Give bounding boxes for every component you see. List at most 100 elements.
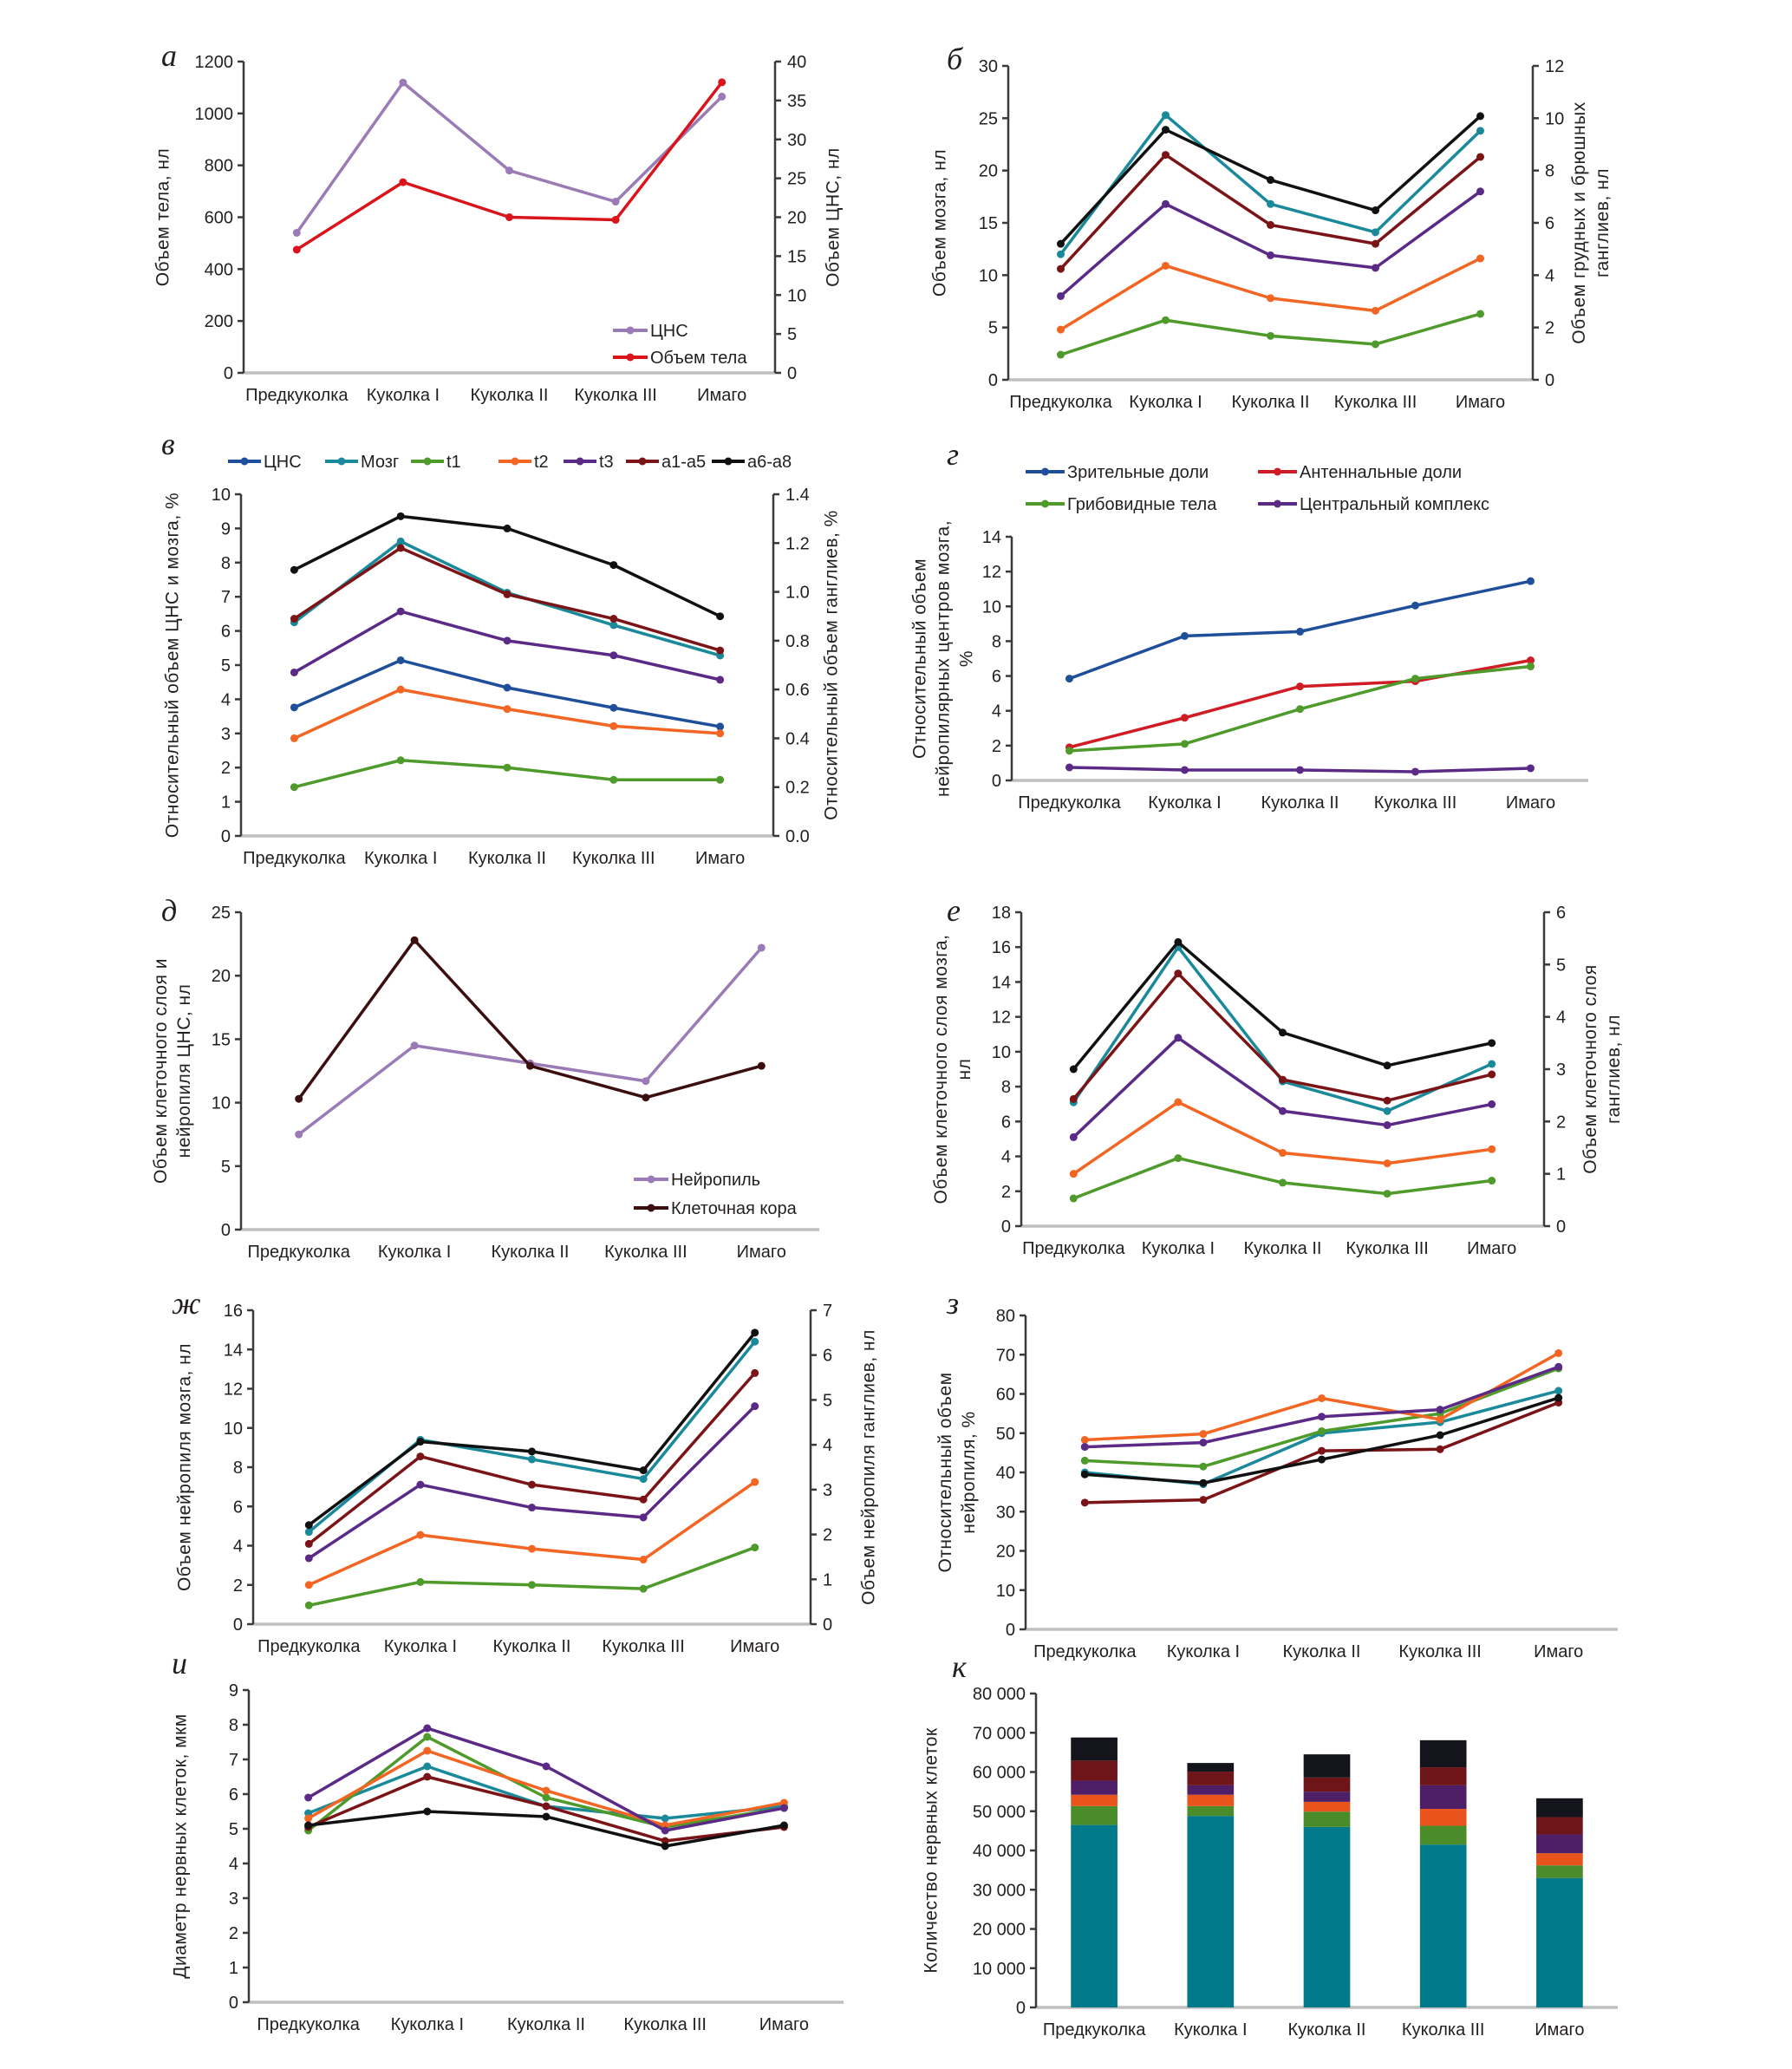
data-point (528, 1504, 536, 1512)
data-point (304, 1814, 313, 1823)
y2-tick-label: 0 (1545, 371, 1554, 390)
y2-tick-label: 1.0 (785, 584, 810, 603)
y-tick-label: 0 (221, 827, 231, 846)
data-point (528, 1581, 536, 1589)
bar-segment (1536, 1817, 1583, 1835)
bar-segment (1303, 1826, 1351, 2007)
data-point (1372, 228, 1379, 237)
legend-label: a6-a8 (747, 453, 792, 472)
y-axis-title: Количество нервных клеток (922, 1727, 942, 1973)
x-tick-label: Куколка II (1232, 393, 1310, 412)
data-point (1267, 251, 1274, 259)
y-tick-label: 5 (221, 1158, 231, 1177)
data-point (1476, 112, 1484, 121)
y-tick-label: 2 (221, 759, 231, 778)
data-point (611, 215, 620, 224)
data-point (1080, 1435, 1089, 1444)
y-tick-label: 12 (224, 1380, 243, 1400)
legend: Нейропиль Клеточная кора (634, 1171, 798, 1218)
x-tick-label: Куколка I (1148, 793, 1221, 813)
y-tick-label: 8 (233, 1459, 243, 1478)
y-tick-label: 1200 (195, 53, 234, 72)
data-point (1162, 151, 1170, 160)
series-line (293, 658, 720, 728)
y2-tick-label: 1.4 (785, 486, 810, 505)
data-point (1383, 1096, 1391, 1105)
data-point (1527, 656, 1535, 665)
chart-panel-з: з 0 10 20 30 40 50 60 70 80 Предкуколка Куколка I Ку… (935, 1286, 1618, 1661)
y2-tick-label: 15 (787, 247, 806, 266)
data-point (290, 615, 298, 623)
bar-segment (1303, 1792, 1351, 1802)
x-tick-label: Предкуколка (257, 1637, 361, 1656)
y-tick-label: 8 (221, 554, 231, 573)
data-point (1199, 1430, 1208, 1439)
data-point (1318, 1393, 1326, 1402)
y-axis-title: нл (955, 1059, 974, 1080)
y-tick-label: 70 (996, 1346, 1015, 1365)
data-point (528, 1480, 536, 1489)
x-tick-label: Куколка I (367, 386, 440, 405)
data-point (1554, 1362, 1563, 1371)
data-point (423, 1762, 432, 1771)
chart-panel-а: а 0 200 400 600 800 1000 1200 0 5 10 15 20 25 30 35 40 Пр… (153, 38, 844, 405)
legend-label: Клеточная кора (671, 1199, 798, 1218)
data-point (290, 703, 298, 712)
bar-segment (1071, 1780, 1118, 1795)
legend-marker (240, 457, 249, 466)
y2-tick-label: 2 (1556, 1113, 1566, 1132)
data-point (295, 1130, 303, 1139)
data-point (609, 621, 618, 630)
y-tick-label: 30 (979, 57, 998, 76)
y-axis-title: % (957, 650, 977, 667)
data-point (642, 1077, 650, 1086)
data-point (295, 1094, 303, 1103)
bar-segment (1071, 1824, 1118, 2007)
y-tick-label: 40 (996, 1464, 1015, 1483)
data-point (542, 1802, 551, 1811)
series-line (1059, 257, 1482, 331)
y-tick-label: 25 (212, 904, 231, 923)
data-point (716, 676, 725, 684)
y-tick-label: 2 (229, 1924, 238, 1943)
y2-tick-label: 3 (823, 1481, 832, 1500)
y2-tick-label: 35 (787, 92, 806, 111)
data-point (1372, 239, 1379, 248)
bar-segment (1419, 1844, 1467, 2007)
chart-panel-д: д 0 5 10 15 20 25 Предкуколка Куколка I Куколка I… (151, 893, 819, 1262)
series-line (308, 1331, 757, 1527)
data-point (1174, 1098, 1183, 1106)
data-point (396, 537, 405, 545)
y2-tick-label: 12 (1545, 57, 1564, 76)
data-point (1411, 601, 1419, 610)
x-tick-label: Предкуколка (245, 386, 349, 405)
data-point (751, 1478, 759, 1486)
data-point (1383, 1106, 1391, 1115)
y-tick-label: 5 (988, 319, 998, 338)
legend-marker (1274, 467, 1281, 476)
y2-tick-label: 6 (1556, 904, 1566, 923)
data-point (290, 734, 298, 742)
bar-segment (1419, 1785, 1467, 1810)
data-point (503, 705, 512, 714)
y-tick-label: 0 (988, 371, 998, 390)
series-line (297, 938, 762, 1100)
data-point (503, 590, 512, 598)
data-point (503, 763, 512, 772)
y-tick-label: 12 (982, 563, 1001, 582)
y2-tick-label: 5 (1556, 956, 1566, 975)
panel-letter: е (947, 893, 961, 928)
y-tick-label: 8 (229, 1716, 238, 1735)
x-tick-label: Куколка I (391, 2015, 464, 2034)
data-point (1267, 176, 1274, 185)
x-tick-label: Имаго (759, 2015, 809, 2034)
y2-tick-label: 0.0 (785, 827, 810, 846)
x-tick-label: Куколка III (602, 1637, 685, 1656)
series-line (1072, 940, 1493, 1071)
y-tick-label: 4 (1001, 1148, 1011, 1167)
data-point (609, 561, 618, 570)
data-point (1411, 767, 1419, 776)
y-axis-title: Объем тела, нл (153, 148, 173, 287)
y-tick-label: 5 (229, 1820, 238, 1839)
x-tick-label: Имаго (730, 1637, 779, 1656)
